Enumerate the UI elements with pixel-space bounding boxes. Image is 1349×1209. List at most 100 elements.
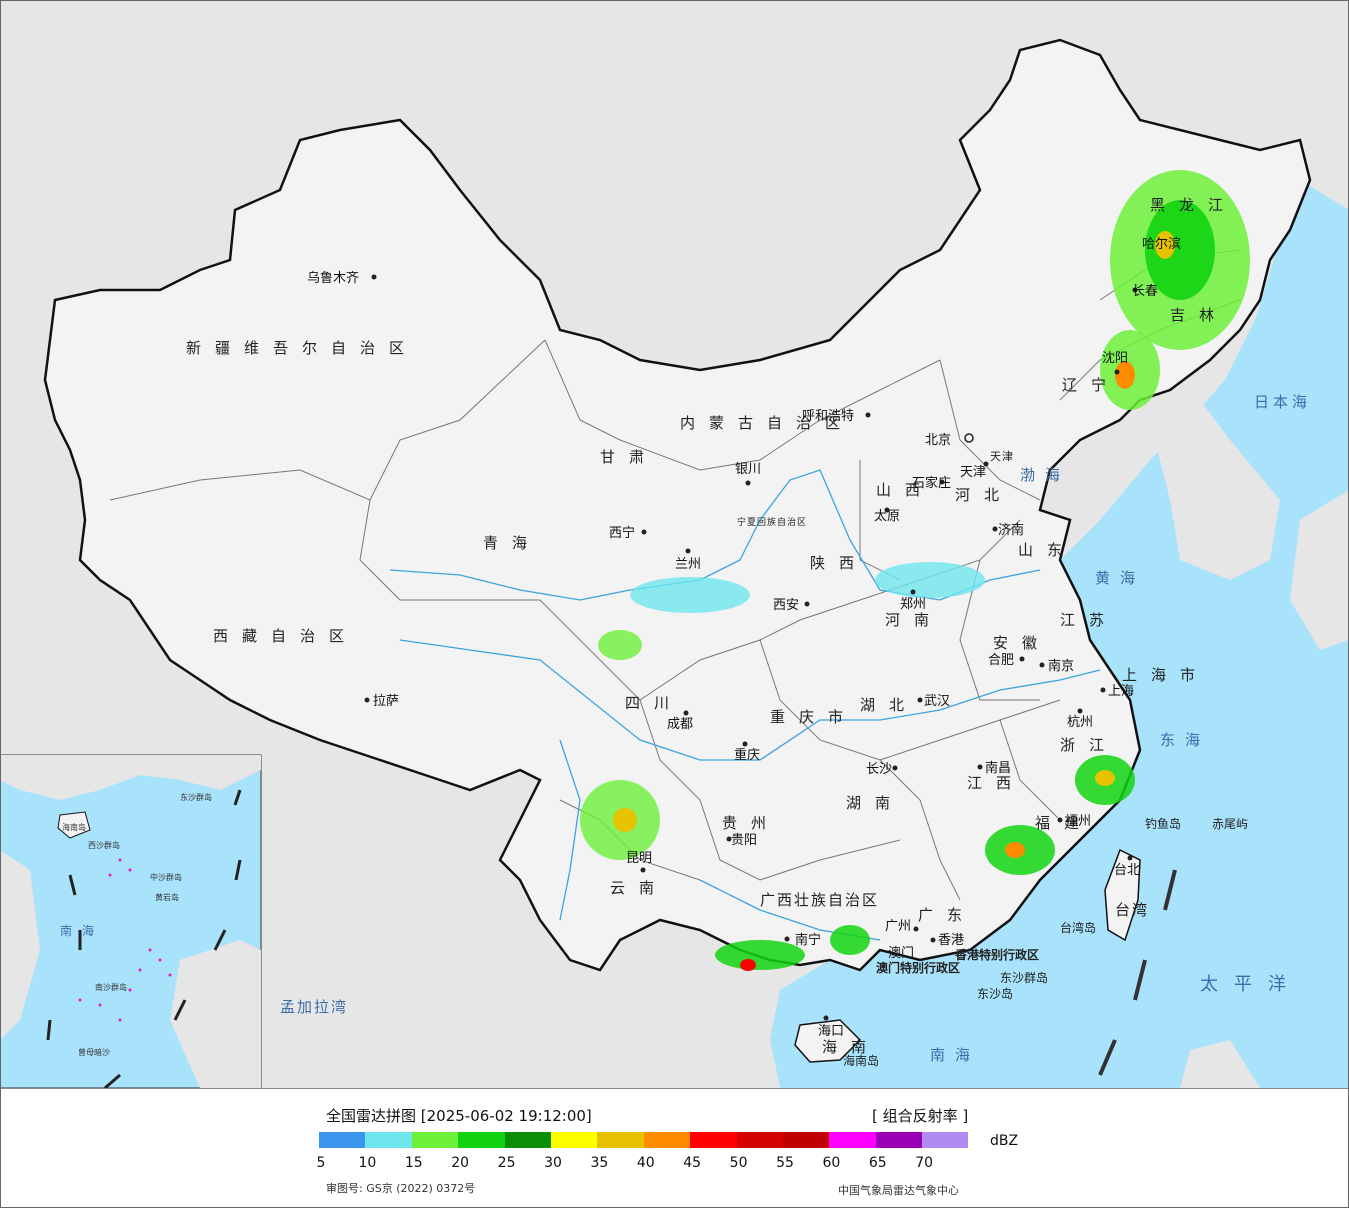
legend-swatch [736, 1132, 783, 1148]
sea-label: 太平洋 [1200, 974, 1302, 995]
sea-label: 东海 [1160, 731, 1210, 749]
region-label: 湖南 [846, 794, 904, 812]
region-label: 云南 [610, 879, 668, 897]
sea-label: 南海 [930, 1046, 980, 1064]
island-label: 东沙岛 [977, 986, 1013, 1001]
city-label: 成都 [667, 717, 693, 732]
island-label: 钓鱼岛 [1145, 816, 1181, 831]
city-label: 南宁 [795, 932, 821, 948]
region-label: 河南 [885, 611, 943, 629]
region-label: 新疆维吾尔自治区 [186, 339, 418, 357]
echo-gansu [630, 577, 750, 613]
region-label: 吉林 [1170, 306, 1228, 324]
legend-swatch [365, 1132, 412, 1148]
legend-swatch [922, 1132, 969, 1148]
region-label: 西藏自治区 [213, 627, 358, 645]
legend-tick: 70 [915, 1155, 934, 1171]
region-labels: 新疆维吾尔自治区 西藏自治区 青海 甘肃 内蒙古自治区 黑龙江 吉林 辽宁 河北… [186, 196, 1237, 1056]
city-label: 呼和浩特 [802, 409, 854, 424]
region-label: 上海市 [1122, 666, 1209, 684]
city-label: 福州 [1065, 814, 1091, 829]
echo-yunnan-core [613, 808, 637, 832]
province-boundaries [109, 249, 1241, 901]
city-label: 海口 [818, 1024, 844, 1039]
legend-tick: 45 [683, 1155, 702, 1171]
island-label: 台湾岛 [1060, 920, 1096, 935]
island-labels: 钓鱼岛 赤尾屿 台湾岛 东沙群岛 东沙岛 海南岛 香港特别行政区 澳门特别行政区 [843, 816, 1248, 1068]
legend-tick: 60 [822, 1155, 841, 1171]
city-label: 武汉 [924, 694, 950, 709]
region-label: 黑龙江 [1150, 196, 1237, 214]
region-label: 重庆市 [770, 708, 857, 726]
echo-guangxi [715, 940, 805, 970]
city-label: 西宁 [609, 525, 635, 541]
legend-tick: 25 [497, 1155, 516, 1171]
city-label: 石家庄 [912, 475, 951, 491]
city-label: 长春 [1132, 284, 1158, 299]
city-label: 广州 [885, 919, 911, 934]
region-label: 浙江 [1060, 736, 1118, 754]
legend-swatch [690, 1132, 737, 1148]
hainan-island [794, 1019, 862, 1063]
radar-echoes [580, 170, 1250, 971]
legend-tick: 50 [729, 1155, 748, 1171]
city-label: 郑州 [900, 597, 926, 612]
city-label: 南京 [1048, 658, 1074, 674]
special-region-label: 香港特别行政区 [954, 947, 1039, 962]
city-label: 银川 [735, 462, 761, 477]
city-label: 哈尔滨 [1142, 236, 1181, 252]
region-label: 广东 [918, 906, 976, 924]
city-label: 沈阳 [1102, 351, 1128, 366]
legend-unit: dBZ [990, 1133, 1019, 1149]
legend-swatch [875, 1132, 923, 1148]
color-scale [319, 1132, 969, 1148]
inset-label: 黄岩岛 [155, 892, 179, 902]
japan-land [1290, 490, 1349, 650]
radar-map[interactable]: 新疆维吾尔自治区 西藏自治区 青海 甘肃 内蒙古自治区 黑龙江 吉林 辽宁 河北… [0, 0, 1349, 1088]
legend-tick: 10 [358, 1155, 377, 1171]
city-label: 西安 [773, 598, 799, 613]
city-label: 合肥 [988, 653, 1014, 668]
city-label: 太原 [874, 509, 900, 524]
city-label: 天津 [960, 465, 986, 480]
inset-label: 东沙群岛 [180, 792, 212, 802]
island-label: 赤尾屿 [1212, 817, 1248, 831]
south-china-sea-inset: 南海 东沙群岛 中沙群岛 黄岩岛 西沙群岛 南沙群岛 曾母暗沙 海南岛 [0, 754, 262, 1088]
inset-label: 海南岛 [62, 822, 86, 832]
region-label: 福建 [1035, 814, 1093, 832]
island-label: 东沙群岛 [1000, 970, 1048, 985]
city-label: 昆明 [626, 851, 652, 866]
legend-swatch [829, 1132, 876, 1148]
region-label: 江西 [967, 774, 1025, 792]
region-label: 海南 [822, 1038, 880, 1056]
inset-label: 曾母暗沙 [78, 1047, 110, 1057]
city-labels: 乌鲁木齐 拉萨 西宁 兰州 银川 呼和浩特 北京 天津 石家庄 太原 济南 郑州… [307, 236, 1181, 1039]
region-label: 安徽 [993, 634, 1051, 652]
city-label: 济南 [998, 522, 1024, 538]
product-name: [ 组合反射率 ] [872, 1107, 969, 1125]
city-label: 北京 [925, 433, 951, 448]
region-label: 江苏 [1060, 611, 1118, 629]
sea-label: 日本海 [1254, 393, 1311, 411]
legend-tick: 5 [316, 1155, 326, 1171]
region-label: 河北 [955, 486, 1013, 504]
legend-tick: 30 [544, 1155, 562, 1171]
nine-dash-line [1098, 869, 1177, 1076]
region-label: 辽宁 [1062, 376, 1120, 394]
region-label: 青海 [483, 534, 541, 552]
sea-labels: 日本海 渤海 黄海 东海 太平洋 南海 孟加拉湾 [280, 393, 1311, 1064]
korea-land [1150, 400, 1280, 580]
echo-northeast-core [1145, 200, 1215, 300]
sea-label: 孟加拉湾 [280, 998, 348, 1016]
region-label: 贵州 [722, 814, 780, 832]
city-label: 杭州 [1067, 715, 1093, 730]
sea-label: 渤海 [1020, 466, 1070, 484]
city-label: 上海 [1108, 684, 1134, 699]
approval-number: 审图号: GS京 (2022) 0372号 [326, 1182, 476, 1195]
city-label: 长沙 [866, 762, 892, 777]
legend-swatch [458, 1132, 505, 1148]
echo-qinghai [598, 630, 642, 660]
region-label: 内蒙古自治区 [680, 414, 854, 432]
echo-guangdong [830, 925, 870, 955]
region-label: 四川 [625, 694, 683, 712]
